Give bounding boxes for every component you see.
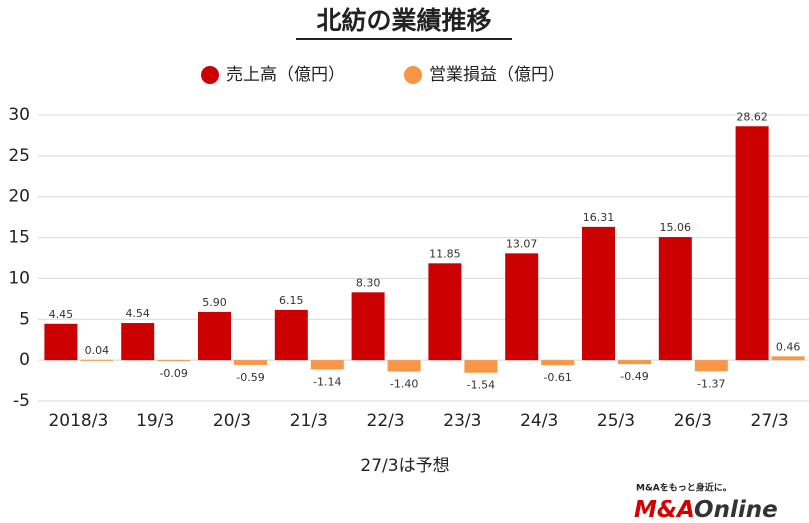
value-label: 13.07 bbox=[506, 237, 538, 250]
x-tick-label: 24/3 bbox=[520, 411, 558, 431]
y-tick-label: 30 bbox=[8, 105, 30, 125]
value-label: -1.14 bbox=[313, 375, 341, 388]
value-label: 4.54 bbox=[125, 307, 150, 320]
bar bbox=[464, 360, 498, 373]
value-label: 5.90 bbox=[202, 296, 227, 309]
x-tick-label: 19/3 bbox=[136, 411, 174, 431]
value-label: -1.40 bbox=[390, 378, 418, 391]
y-tick-label: 15 bbox=[8, 228, 30, 248]
x-tick-label: 22/3 bbox=[367, 411, 405, 431]
bar bbox=[505, 253, 539, 361]
bar bbox=[541, 360, 575, 366]
x-tick-label: 26/3 bbox=[674, 411, 712, 431]
y-tick-label: 20 bbox=[8, 187, 30, 207]
legend-label: 売上高（億円） bbox=[226, 65, 345, 85]
x-tick-label: 20/3 bbox=[213, 411, 251, 431]
bar bbox=[121, 323, 155, 361]
bar bbox=[735, 126, 769, 361]
bar bbox=[351, 292, 385, 361]
legend-marker bbox=[201, 66, 219, 84]
value-label: -1.54 bbox=[467, 379, 495, 392]
bar bbox=[80, 359, 114, 361]
value-label: 28.62 bbox=[736, 110, 768, 123]
logo: M&AOnline bbox=[634, 497, 778, 523]
y-tick-label: -5 bbox=[13, 391, 30, 411]
y-tick-label: 10 bbox=[8, 268, 30, 288]
logo-brand-a: M&A bbox=[634, 497, 694, 523]
value-label: 0.04 bbox=[85, 344, 110, 357]
value-label: 11.85 bbox=[429, 247, 461, 260]
x-tick-label: 27/3 bbox=[751, 411, 789, 431]
value-label: -0.61 bbox=[543, 371, 571, 384]
value-label: -0.59 bbox=[236, 371, 264, 384]
x-tick-label: 2018/3 bbox=[48, 411, 108, 431]
value-label: 6.15 bbox=[279, 294, 304, 307]
x-tick-label: 21/3 bbox=[290, 411, 328, 431]
bar bbox=[44, 323, 78, 361]
legend-label: 営業損益（億円） bbox=[429, 65, 565, 85]
bar bbox=[387, 360, 421, 372]
bar bbox=[198, 311, 231, 361]
bar bbox=[582, 226, 615, 361]
value-label: 16.31 bbox=[583, 211, 615, 224]
bar bbox=[694, 360, 728, 372]
value-label: 15.06 bbox=[660, 221, 692, 234]
chart-title: 北紡の業績推移 bbox=[316, 6, 491, 35]
y-tick-label: 5 bbox=[19, 309, 30, 329]
y-tick-label: 25 bbox=[8, 146, 30, 166]
bar bbox=[658, 237, 692, 361]
bar bbox=[157, 360, 191, 362]
value-label: -1.37 bbox=[697, 377, 725, 390]
bar bbox=[310, 360, 344, 370]
value-label: -0.09 bbox=[159, 367, 187, 380]
logo-tagline: M&Aをもっと身近に。 bbox=[636, 482, 732, 494]
footnote: 27/3は予想 bbox=[360, 456, 449, 476]
logo-brand-b: Online bbox=[694, 497, 778, 523]
x-tick-label: 23/3 bbox=[443, 411, 481, 431]
value-label: 4.45 bbox=[49, 308, 74, 321]
value-label: 8.30 bbox=[356, 276, 381, 289]
value-label: 0.46 bbox=[776, 340, 801, 353]
bar bbox=[428, 263, 462, 361]
bar bbox=[618, 360, 651, 365]
x-tick-label: 25/3 bbox=[597, 411, 635, 431]
legend-marker bbox=[404, 66, 422, 84]
y-tick-label: 0 bbox=[19, 350, 30, 370]
value-label: -0.49 bbox=[620, 370, 648, 383]
bar bbox=[234, 360, 267, 365]
bar bbox=[771, 356, 805, 361]
bar bbox=[274, 309, 308, 361]
